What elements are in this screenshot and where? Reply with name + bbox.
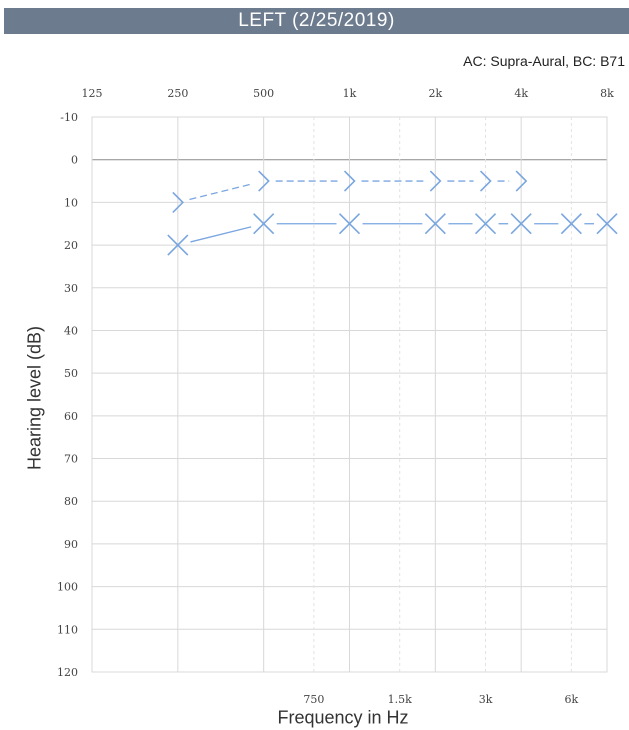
x-tick-label: 500 [253, 87, 274, 100]
y-tick-label: 90 [64, 538, 78, 551]
y-tick-label: 30 [64, 282, 78, 295]
transducer-label: AC: Supra-Aural, BC: B71 [463, 53, 625, 69]
x-tick-label: 250 [167, 87, 188, 100]
bone-conduction-marker [479, 170, 492, 192]
x-tick-label: 8k [600, 87, 614, 100]
x-tick-label: 125 [82, 87, 103, 100]
y-tick-label: -10 [60, 111, 78, 124]
series-line-segment [189, 183, 253, 201]
tick-labels: -10 0 10 20 30 40 50 60 70 80 90 100 110 120 125 250 500… [57, 87, 614, 706]
chart-title: LEFT (2/25/2019) [238, 10, 395, 31]
air-conduction-marker [510, 213, 532, 235]
y-tick-label: 40 [64, 324, 78, 337]
y-tick-label: 120 [57, 666, 78, 679]
air-conduction-marker [167, 234, 189, 256]
y-tick-label: 100 [57, 581, 78, 594]
x-tick-label: 4k [514, 87, 528, 100]
y-tick-label: 50 [64, 367, 78, 380]
air-conduction-marker [424, 213, 446, 235]
bone-conduction-marker [343, 170, 356, 192]
grid [91, 116, 608, 673]
y-tick-label: 20 [64, 239, 78, 252]
y-tick-label: 70 [64, 453, 78, 466]
y-tick-label: 110 [57, 623, 78, 636]
air-conduction-marker [253, 213, 275, 235]
y-tick-label: 80 [64, 495, 78, 508]
series-line-segment [190, 226, 252, 243]
air-conduction-marker [560, 213, 582, 235]
air-conduction-marker [596, 213, 618, 235]
y-tick-label: 10 [64, 196, 78, 209]
x-tick-label: 1k [343, 87, 357, 100]
x-minor-tick-label: 750 [303, 693, 324, 706]
series-layer [167, 170, 618, 256]
x-minor-tick-label: 3k [479, 693, 493, 706]
bone-conduction-marker [172, 191, 184, 213]
series-bone-conduction [172, 170, 528, 213]
air-conduction-marker [338, 213, 361, 235]
x-minor-tick-label: 6k [565, 693, 579, 706]
y-axis-label: Hearing level (dB) [24, 325, 45, 471]
x-tick-label: 2k [428, 87, 442, 100]
bone-conduction-marker [258, 170, 270, 192]
y-tick-label: 60 [64, 410, 78, 423]
bone-conduction-marker [515, 170, 528, 192]
y-tick-label: 0 [71, 154, 78, 167]
title-bar: LEFT (2/25/2019) [4, 8, 629, 34]
x-minor-tick-label: 1.5k [388, 693, 412, 706]
x-axis-label: Frequency in Hz [277, 707, 409, 728]
air-conduction-marker [474, 213, 497, 235]
bone-conduction-marker [429, 170, 442, 192]
series-air-conduction [167, 213, 618, 256]
